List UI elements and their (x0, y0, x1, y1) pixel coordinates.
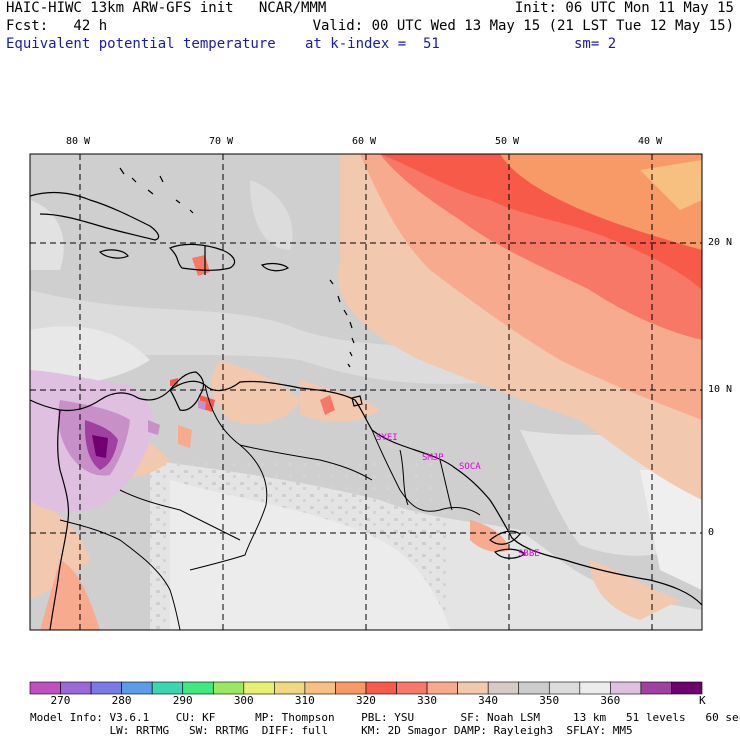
lat-label: 20 N (708, 237, 733, 248)
colorbar-swatch (396, 681, 428, 695)
colorbar-label: 330 (417, 694, 437, 707)
forecast-hour: Fcst: 42 h (6, 18, 108, 34)
colorbar-label: 350 (539, 694, 560, 707)
colorbar-swatch (548, 681, 581, 695)
lon-label: 80 W (66, 136, 91, 147)
lat-label: 10 N (708, 384, 733, 395)
colorbar-swatch (151, 681, 184, 695)
colorbar-swatch (579, 681, 611, 695)
country-borders (59, 384, 481, 630)
lon-label: 70 W (209, 136, 234, 147)
lon-label: 50 W (495, 136, 520, 147)
colorbar-label: 310 (294, 694, 315, 707)
colorbar-swatch (671, 681, 703, 695)
colorbar-swatch (121, 681, 153, 695)
colorbar-label: 360 (600, 694, 621, 707)
colorbar-label: 290 (172, 694, 193, 707)
product-title: HAIC-HIWC 13km ARW-GFS init NCAR/MMM (6, 0, 327, 16)
colorbar-swatch (29, 681, 61, 695)
colorbar-swatch (304, 681, 336, 695)
colorbar-swatch (518, 681, 550, 695)
field-name: Equivalent potential temperature (6, 36, 276, 52)
lat-lon-grid (30, 154, 702, 630)
colorbar-swatch (335, 681, 367, 695)
colorbar-swatch (274, 681, 306, 695)
init-time: Init: 06 UTC Mon 11 May 15 (514, 0, 734, 16)
valid-time: Valid: 00 UTC Wed 13 May 15 (21 LST Tue … (312, 18, 734, 34)
colorbar-label: 320 (356, 694, 376, 707)
lat-label: 0 (708, 527, 715, 538)
station-label: SBBE (518, 549, 540, 559)
colorbar-swatch (212, 681, 245, 695)
colorbar-label: 270 (50, 694, 71, 707)
colorbar-swatch (426, 681, 458, 695)
smoothing: sm= 2 (574, 36, 617, 52)
theta-e-field (30, 154, 702, 630)
lon-label: 60 W (352, 136, 377, 147)
colorbar-label: 340 (478, 694, 499, 707)
station-label: SYEI (376, 433, 398, 443)
model-info-line2: LW: RRTMG SW: RRTMG DIFF: full KM: 2D Sm… (30, 724, 633, 737)
colorbar-swatch (365, 681, 397, 695)
station-label: SOCA (459, 462, 481, 472)
colorbar-swatch (182, 681, 214, 695)
model-info-line1: Model Info: V3.6.1 CU: KF MP: Thompson P… (30, 711, 740, 724)
colorbar-unit: K (699, 694, 706, 707)
station-labels: SYEI SMJP SOCA SBBE (376, 433, 540, 559)
station-label: SMJP (422, 453, 444, 463)
colorbar-swatch (90, 681, 122, 695)
colorbar-label: 300 (233, 694, 254, 707)
colorbar-label: 280 (111, 694, 132, 707)
colorbar-swatch (457, 681, 489, 695)
colorbar-swatch (610, 681, 642, 695)
coastlines (30, 167, 702, 630)
k-index: at k-index = 51 (305, 36, 440, 52)
colorbar (29, 681, 703, 695)
colorbar-swatch (60, 681, 92, 695)
colorbar-swatch (640, 681, 672, 695)
lon-label: 40 W (638, 136, 663, 147)
colorbar-swatch (487, 681, 520, 695)
colorbar-swatch (243, 681, 275, 695)
